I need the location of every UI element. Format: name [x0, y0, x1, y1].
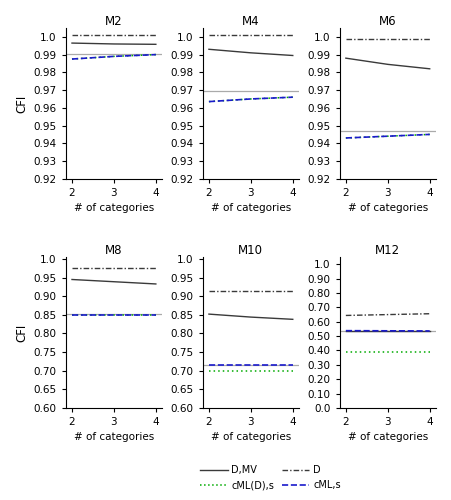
Title: M4: M4 — [242, 15, 260, 28]
X-axis label: # of categories: # of categories — [211, 204, 291, 214]
Title: M8: M8 — [105, 244, 123, 257]
Title: M6: M6 — [379, 15, 396, 28]
X-axis label: # of categories: # of categories — [74, 204, 154, 214]
Title: M2: M2 — [105, 15, 123, 28]
X-axis label: # of categories: # of categories — [348, 432, 428, 442]
Title: M12: M12 — [375, 244, 400, 257]
X-axis label: # of categories: # of categories — [211, 432, 291, 442]
Y-axis label: CFI: CFI — [15, 324, 28, 342]
X-axis label: # of categories: # of categories — [348, 204, 428, 214]
Title: M10: M10 — [239, 244, 263, 257]
X-axis label: # of categories: # of categories — [74, 432, 154, 442]
Legend: D,MV, cML(D),s, D, cML,s: D,MV, cML(D),s, D, cML,s — [197, 462, 345, 494]
Y-axis label: CFI: CFI — [15, 94, 28, 112]
